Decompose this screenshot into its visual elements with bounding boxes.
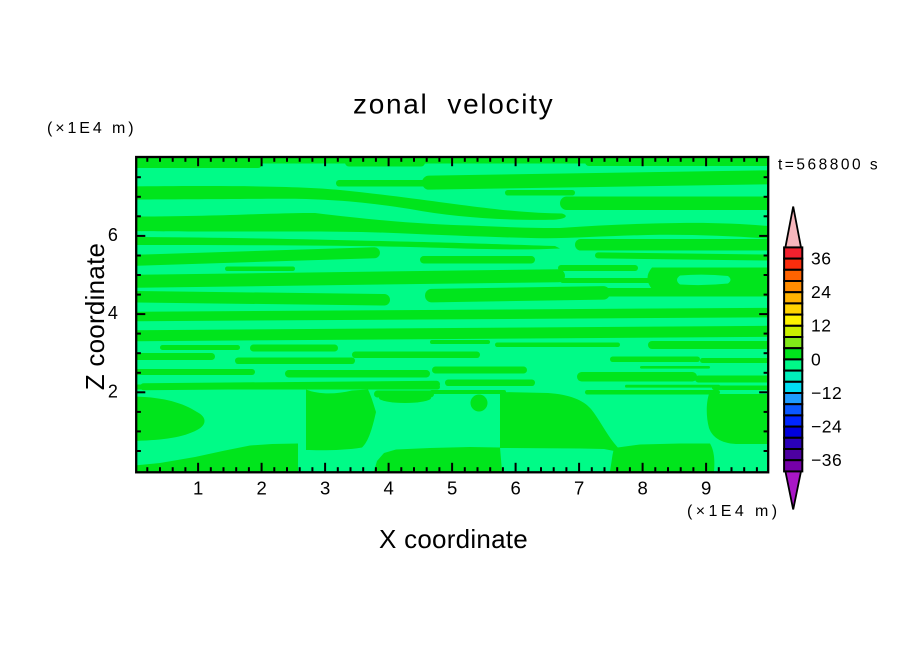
svg-text:24: 24 bbox=[811, 282, 831, 302]
svg-text:4: 4 bbox=[108, 303, 118, 323]
svg-text:2: 2 bbox=[256, 478, 266, 499]
svg-text:36: 36 bbox=[811, 249, 831, 269]
svg-text:−24: −24 bbox=[811, 417, 842, 437]
svg-text:(×1E4 m): (×1E4 m) bbox=[47, 120, 136, 137]
svg-text:2: 2 bbox=[108, 381, 118, 401]
svg-text:zonal velocity: zonal velocity bbox=[353, 89, 554, 120]
svg-text:4: 4 bbox=[383, 478, 393, 499]
svg-text:1: 1 bbox=[193, 478, 203, 499]
svg-text:7: 7 bbox=[574, 478, 584, 499]
svg-text:9: 9 bbox=[701, 478, 711, 499]
svg-text:0: 0 bbox=[811, 349, 821, 369]
svg-text:3: 3 bbox=[320, 478, 330, 499]
svg-text:−12: −12 bbox=[811, 383, 842, 403]
svg-text:X coordinate: X coordinate bbox=[379, 524, 528, 554]
svg-text:12: 12 bbox=[811, 316, 831, 336]
svg-text:(×1E4 m): (×1E4 m) bbox=[687, 503, 780, 520]
svg-text:Z coordinate: Z coordinate bbox=[80, 243, 110, 391]
svg-text:8: 8 bbox=[637, 478, 647, 499]
svg-text:6: 6 bbox=[510, 478, 520, 499]
svg-text:5: 5 bbox=[447, 478, 457, 499]
svg-text:−36: −36 bbox=[811, 450, 842, 470]
svg-text:6: 6 bbox=[108, 225, 118, 245]
svg-text:t=568800 s: t=568800 s bbox=[778, 156, 880, 173]
